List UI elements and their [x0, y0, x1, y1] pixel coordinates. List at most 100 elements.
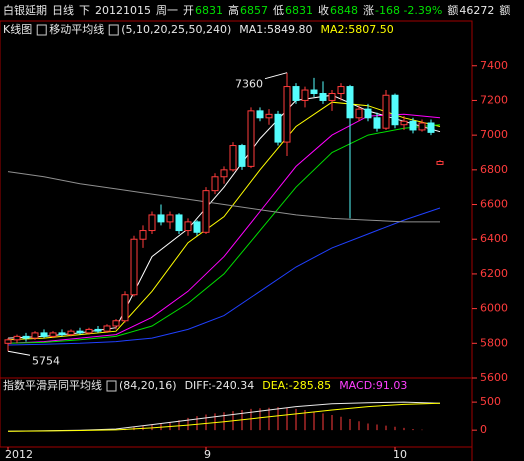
candle-body: [184, 221, 192, 232]
panel-title: K线图: [3, 22, 32, 36]
y-tick-label: 6000: [480, 302, 508, 315]
candle-body: [112, 320, 120, 327]
field-label: 涨: [363, 4, 374, 17]
header-weekday: 周一: [156, 4, 178, 17]
candle-body: [238, 145, 246, 167]
candle-body: [355, 108, 363, 119]
y-tick-label: 6400: [480, 232, 508, 245]
candle-body: [121, 294, 129, 322]
field-value: 6848: [330, 4, 358, 17]
candle-body: [220, 169, 228, 178]
candle-body: [94, 328, 102, 332]
header-name: 白银延期: [3, 3, 47, 17]
field-value: -168 -2.39%: [375, 4, 442, 17]
candle-body: [391, 94, 399, 126]
candle-body: [310, 89, 318, 95]
candle-body: [400, 120, 408, 126]
annotation: 7360: [235, 78, 263, 91]
main-frame: [0, 20, 473, 379]
y-tick-label: 5800: [480, 336, 508, 349]
annotation-leader: [7, 350, 31, 356]
toggle-icon: [36, 24, 47, 36]
readout: DEA:-285.85: [262, 379, 331, 392]
candle-body: [58, 332, 66, 336]
field-label: 低: [273, 4, 284, 17]
candle-body: [382, 94, 390, 129]
candle-body: [40, 332, 48, 337]
ma-line: [7, 101, 441, 341]
y-tick-label: 6800: [480, 163, 508, 176]
candle-body: [364, 108, 372, 119]
candle-body: [67, 330, 75, 336]
candle-body: [265, 113, 273, 119]
candle-body: [193, 221, 201, 233]
candle-body: [76, 330, 84, 334]
candle-body: [319, 93, 327, 101]
indicator-name: 移动平均线: [49, 22, 104, 36]
field-value: 6831: [285, 4, 313, 17]
candle-body: [13, 335, 21, 341]
y-tick-label: 500: [480, 395, 501, 408]
header-period: 日线: [52, 3, 74, 17]
candle-body: [229, 145, 237, 171]
readout: MA2:5807.50: [321, 23, 394, 36]
candle-body: [409, 120, 417, 131]
readout: DIFF:-240.34: [185, 379, 255, 392]
candle-body: [166, 214, 174, 223]
field-value: 6831: [195, 4, 223, 17]
field-value: 46272: [459, 4, 494, 17]
readout: MACD:91.03: [339, 379, 407, 392]
y-tick-label: 6600: [480, 198, 508, 211]
candle-body: [337, 86, 345, 95]
candle-body: [85, 328, 93, 334]
field-value: 6857: [240, 4, 268, 17]
y-tick-label: 5600: [480, 371, 508, 384]
candle-body: [418, 122, 426, 131]
candle-body: [130, 238, 138, 296]
ma-line: [7, 171, 440, 223]
ma-line: [7, 207, 441, 346]
candle-body: [157, 214, 165, 223]
toggle-icon: [106, 380, 117, 392]
annotation: 5754: [32, 354, 60, 367]
candle-body: [103, 325, 111, 332]
candle-body: [256, 110, 264, 119]
params: (84,20,16): [119, 379, 177, 392]
header-date: 20121015: [95, 4, 151, 17]
candle-body: [175, 214, 183, 232]
header-mode: 下: [79, 4, 90, 17]
candle-body: [436, 161, 444, 165]
candle-body: [148, 214, 156, 232]
params: (5,10,20,25,50,240): [121, 23, 231, 36]
candle-body: [202, 190, 210, 233]
candle-body: [31, 332, 39, 339]
field-label: 额: [499, 4, 510, 17]
candle-body: [301, 89, 309, 101]
field-label: 额: [447, 4, 458, 17]
candle-body: [373, 117, 381, 129]
panel-title: 指数平滑异同平均线: [3, 378, 102, 392]
field-label: 开: [183, 4, 194, 17]
candle-body: [292, 86, 300, 101]
y-tick-label: 7200: [480, 93, 508, 106]
annotation-leader: [264, 72, 288, 80]
ma-line: [7, 402, 441, 432]
y-tick-label: 6200: [480, 267, 508, 280]
candle-body: [4, 339, 12, 344]
x-tick-label: 10: [393, 448, 407, 461]
y-tick-label: 0: [480, 423, 487, 436]
candle-body: [328, 93, 336, 101]
candle-body: [427, 122, 435, 133]
candle-body: [283, 86, 291, 143]
y-tick-label: 7400: [480, 59, 508, 72]
y-tick-label: 7000: [480, 128, 508, 141]
candle-body: [22, 335, 30, 339]
field-label: 高: [228, 3, 239, 17]
candle-body: [139, 230, 147, 240]
ma-line: [7, 113, 441, 344]
candle-body: [247, 110, 255, 167]
candle-body: [211, 176, 219, 192]
toggle-icon: [108, 24, 119, 36]
